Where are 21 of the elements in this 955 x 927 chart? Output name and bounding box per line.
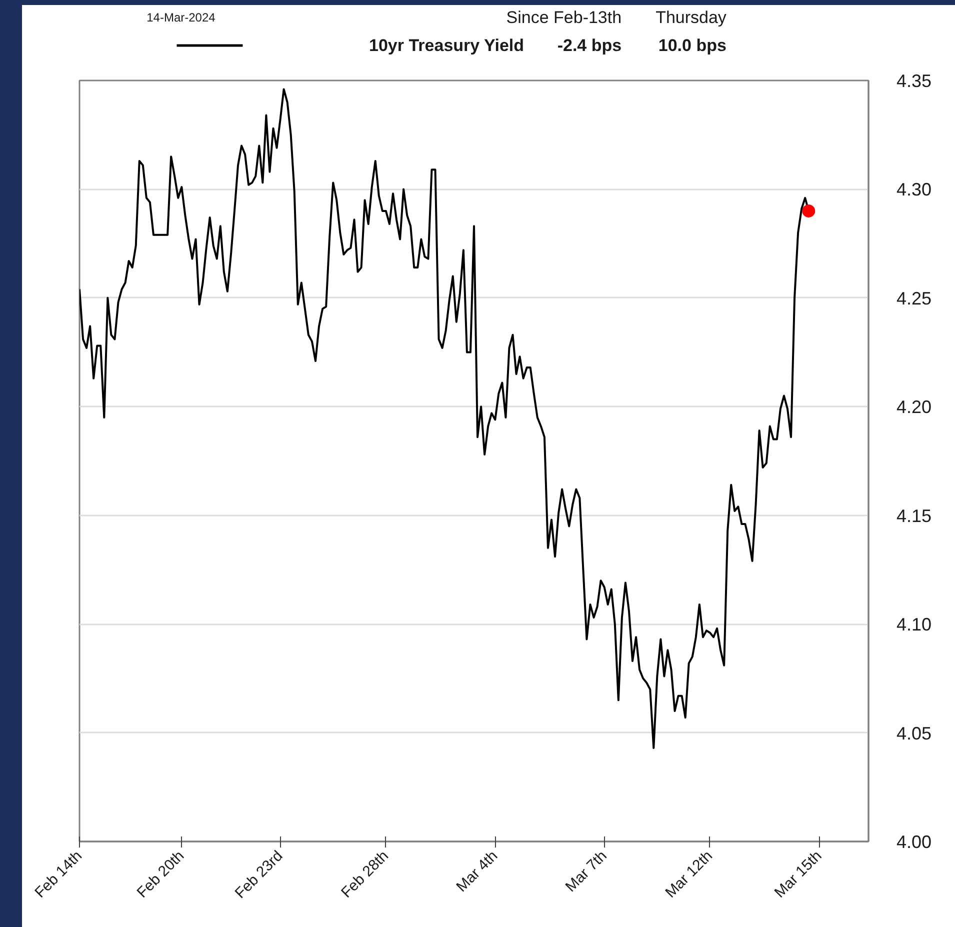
y-tick-label: 4.15 <box>896 506 932 526</box>
y-tick-label: 4.30 <box>896 180 932 200</box>
x-tick-label: Mar 7th <box>562 847 610 896</box>
text: -2.4 bps <box>557 36 622 55</box>
y-tick-label: 4.00 <box>896 832 932 852</box>
x-tick-label: Mar 4th <box>453 847 502 896</box>
text: 10.0 bps <box>658 36 726 55</box>
y-tick-label: 4.20 <box>896 397 932 418</box>
text: 14-Mar-2024 <box>146 10 216 24</box>
x-tick-label: Feb 20th <box>134 847 188 902</box>
y-tick-label: 4.10 <box>896 614 932 635</box>
text: 10yr Treasury Yield <box>369 36 524 55</box>
x-tick-label: Mar 15th <box>771 847 826 902</box>
y-tick-label: 4.05 <box>896 723 932 744</box>
x-tick-label: Feb 28th <box>338 847 392 902</box>
text: Thursday <box>656 8 727 27</box>
y-tick-label: 4.25 <box>896 288 932 308</box>
x-tick-label: Mar 12th <box>662 847 716 902</box>
text: Since Feb-13th <box>506 8 622 27</box>
y-tick-label: 4.35 <box>896 71 932 91</box>
x-tick-label: Feb 14th <box>32 847 86 902</box>
